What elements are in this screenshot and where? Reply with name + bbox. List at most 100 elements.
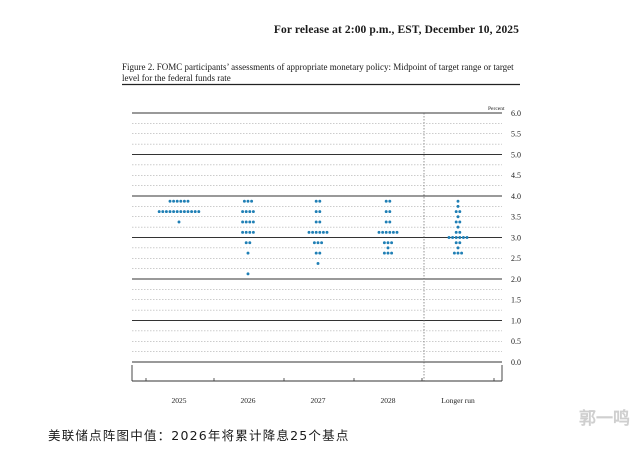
participant-dot	[168, 199, 172, 203]
participant-dot	[458, 236, 462, 239]
participant-dot	[244, 241, 248, 245]
participant-dot	[454, 220, 458, 224]
participant-dot	[382, 251, 386, 255]
y-tick-label: 0.0	[511, 358, 521, 367]
participant-dot	[168, 210, 172, 214]
participant-dot	[179, 199, 183, 203]
participant-dot	[246, 272, 250, 276]
participant-dot	[179, 210, 183, 214]
participant-dot	[388, 220, 392, 224]
x-tick-label: Longer run	[441, 396, 475, 405]
participant-dots	[157, 199, 469, 276]
participant-dot	[456, 199, 460, 203]
participant-dot	[456, 215, 460, 219]
participant-dot	[384, 199, 388, 203]
participant-dot	[456, 246, 460, 250]
participant-dot	[251, 220, 255, 224]
participant-dot	[386, 251, 390, 255]
participant-dot	[244, 230, 248, 234]
y-tick-label: 1.0	[511, 316, 521, 325]
y-tick-label: 4.0	[511, 192, 521, 201]
participant-dot	[325, 230, 329, 234]
participant-dot	[248, 230, 252, 234]
y-axis-tick-labels: 6.0 5.5 5.0 4.5 4.0 3.5 3.0 2.5 2.0 1.5 1.0 0.5 0.0	[511, 109, 521, 367]
participant-dot	[458, 220, 462, 224]
participant-dot	[388, 230, 392, 234]
participant-dot	[314, 230, 318, 234]
participant-dot	[318, 251, 322, 255]
participant-dot	[241, 210, 245, 214]
x-tick-label: 2027	[311, 396, 326, 405]
participant-dot	[250, 199, 254, 203]
participant-dot	[316, 261, 320, 265]
participant-dot	[460, 251, 464, 255]
participant-dot	[454, 230, 458, 234]
participant-dot	[382, 241, 386, 245]
participant-dot	[454, 241, 458, 245]
participant-dot	[186, 210, 190, 214]
participant-dot	[391, 230, 395, 234]
participant-dot	[182, 210, 186, 214]
participant-dot	[456, 225, 460, 229]
participant-dot	[318, 199, 322, 203]
participant-dot	[384, 210, 388, 214]
participant-dot	[186, 199, 190, 203]
participant-dot	[248, 241, 252, 245]
participant-dot	[193, 210, 197, 214]
participant-dot	[251, 210, 255, 214]
participant-dot	[246, 199, 250, 203]
y-tick-label: 4.5	[511, 171, 521, 180]
y-tick-label: 1.5	[511, 296, 521, 305]
participant-dot	[386, 241, 390, 245]
y-tick-label: 6.0	[511, 109, 521, 118]
y-tick-label: 3.5	[511, 213, 521, 222]
figure-title: Figure 2. FOMC participants’ assessments…	[122, 62, 514, 83]
participant-dot	[454, 236, 458, 239]
participant-dot	[244, 210, 248, 214]
y-tick-label: 5.0	[511, 150, 521, 159]
participant-dot	[248, 220, 252, 224]
participant-dot	[388, 210, 392, 214]
participant-dot	[318, 230, 322, 234]
participant-dot	[456, 204, 460, 208]
participant-dot	[388, 199, 392, 203]
participant-dot	[161, 210, 165, 214]
participant-dot	[314, 199, 318, 203]
participant-dot	[458, 241, 462, 245]
y-tick-label: 3.0	[511, 233, 521, 242]
participant-dot	[395, 230, 399, 234]
participant-dot	[157, 210, 161, 214]
chart-gridlines	[132, 112, 502, 363]
image-caption: 美联储点阵图中值：2026年将累计降息25个基点	[48, 428, 350, 443]
participant-dot	[312, 241, 316, 245]
y-tick-label: 5.5	[511, 130, 521, 139]
participant-dot	[314, 220, 318, 224]
participant-dot	[386, 246, 390, 250]
x-tick-label: 2028	[381, 396, 396, 405]
participant-dot	[164, 210, 168, 214]
x-axis-tick-labels: 2025 2026 2027 2028 Longer run	[172, 396, 476, 405]
participant-dot	[177, 220, 181, 224]
participant-dot	[447, 236, 451, 239]
participant-dot	[318, 220, 322, 224]
participant-dot	[465, 236, 469, 239]
y-tick-label: 2.0	[511, 275, 521, 284]
release-timestamp: For release at 2:00 p.m., EST, December …	[273, 24, 519, 36]
participant-dot	[242, 199, 246, 203]
participant-dot	[314, 210, 318, 214]
participant-dot	[384, 220, 388, 224]
x-tick-label: 2025	[172, 396, 187, 405]
participant-dot	[381, 230, 385, 234]
participant-dot	[390, 251, 394, 255]
participant-dot	[244, 220, 248, 224]
participant-dot	[190, 210, 194, 214]
participant-dot	[316, 241, 320, 245]
participant-dot	[377, 230, 381, 234]
participant-dot	[456, 251, 460, 255]
participant-dot	[320, 241, 324, 245]
participant-dot	[311, 230, 315, 234]
participant-dot	[251, 230, 255, 234]
participant-dot	[241, 230, 245, 234]
participant-dot	[458, 230, 462, 234]
